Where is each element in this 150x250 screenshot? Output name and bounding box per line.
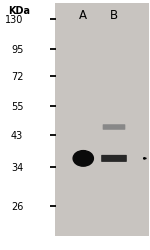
Text: 55: 55 <box>11 101 23 111</box>
Text: A: A <box>79 9 87 22</box>
Text: B: B <box>110 9 118 22</box>
Text: 72: 72 <box>11 71 23 81</box>
Text: 95: 95 <box>11 45 23 55</box>
Text: 130: 130 <box>5 15 23 25</box>
Text: KDa: KDa <box>9 6 30 16</box>
Text: 43: 43 <box>11 130 23 140</box>
Ellipse shape <box>73 151 93 166</box>
FancyBboxPatch shape <box>101 155 127 162</box>
Text: 26: 26 <box>11 201 23 211</box>
Text: 34: 34 <box>11 162 23 172</box>
Bar <box>55 4 149 236</box>
FancyBboxPatch shape <box>103 125 125 130</box>
